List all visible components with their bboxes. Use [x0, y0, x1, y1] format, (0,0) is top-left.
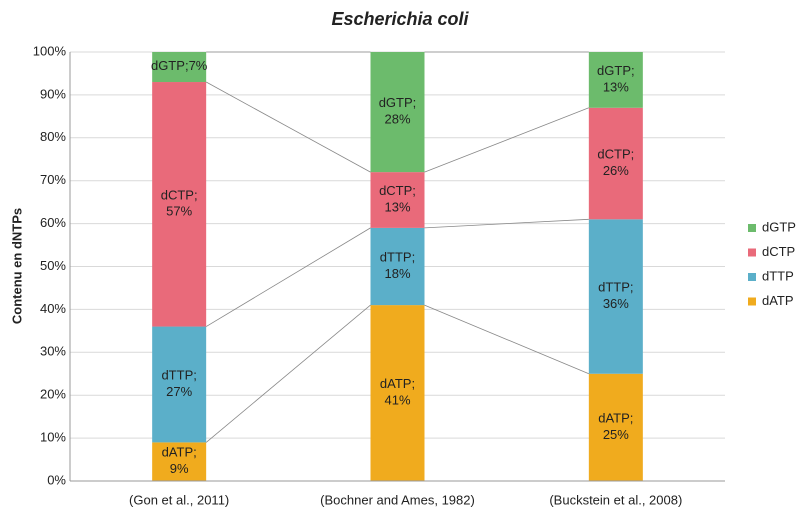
- data-label-sep: ;: [631, 147, 635, 162]
- data-label-sep: ;: [194, 188, 198, 203]
- data-label-name: dTTP: [598, 280, 630, 295]
- data-label-sep: ;: [185, 58, 189, 73]
- y-tick-label: 30%: [40, 344, 66, 359]
- chart-title: Escherichia coli: [331, 9, 469, 29]
- data-label-value: 27%: [166, 384, 192, 399]
- legend-label: dTTP: [762, 268, 794, 283]
- data-label-name: dATP: [598, 411, 630, 426]
- data-label-sep: ;: [412, 183, 416, 198]
- y-tick-label: 90%: [40, 86, 66, 101]
- data-label-value: 9%: [170, 461, 189, 476]
- data-label-name: dATP: [380, 376, 412, 391]
- data-label-name: dTTP: [161, 368, 193, 383]
- data-label-value: 26%: [603, 163, 629, 178]
- x-tick-label: (Gon et al., 2011): [129, 492, 229, 507]
- data-label-value: 36%: [603, 296, 629, 311]
- data-label: dATP;: [162, 445, 197, 460]
- bar-segment: [152, 52, 207, 83]
- legend-swatch: [748, 273, 756, 281]
- legend-swatch: [748, 297, 756, 306]
- data-label-name: dCTP: [379, 183, 412, 198]
- data-label: dATP;: [598, 411, 633, 426]
- bar-segment: [370, 305, 425, 481]
- y-tick-label: 0%: [47, 472, 66, 487]
- data-label-value: 25%: [603, 427, 629, 442]
- data-label: dTTP;: [161, 368, 196, 383]
- series-line: [424, 304, 589, 375]
- data-label-name: dCTP: [597, 147, 630, 162]
- data-label-name: dTTP: [380, 250, 412, 265]
- data-label-value: 28%: [384, 111, 410, 126]
- y-tick-label: 60%: [40, 215, 66, 230]
- data-label: dCTP;: [597, 147, 634, 162]
- bar-segment: [370, 227, 425, 306]
- series-line: [424, 107, 589, 173]
- data-label-sep: ;: [630, 280, 634, 295]
- data-label-sep: ;: [193, 445, 197, 460]
- bar-segment: [370, 172, 425, 228]
- data-label-name: dGTP: [597, 63, 631, 78]
- data-label-name: dATP: [162, 445, 194, 460]
- legend-swatch: [748, 248, 756, 257]
- legend-label: dGTP: [762, 219, 796, 234]
- data-label-sep: ;: [193, 368, 197, 383]
- x-tick-label: (Buckstein et al., 2008): [549, 492, 682, 507]
- y-tick-label: 50%: [40, 258, 66, 273]
- bar-segment: [152, 82, 207, 327]
- data-label-name: dCTP: [161, 188, 194, 203]
- data-label-value: 13%: [384, 199, 410, 214]
- data-label-name: dGTP: [379, 95, 413, 110]
- x-tick-label: (Bochner and Ames, 1982): [320, 492, 475, 507]
- bar-segment: [370, 52, 425, 173]
- data-label-value: 7%: [189, 58, 208, 73]
- legend-swatch: [748, 224, 756, 232]
- data-label-sep: ;: [411, 376, 415, 391]
- data-label-sep: ;: [413, 95, 417, 110]
- y-tick-label: 10%: [40, 430, 66, 445]
- data-label-value: 41%: [384, 392, 410, 407]
- bar-segment: [588, 219, 643, 374]
- bar-segment: [152, 442, 207, 481]
- y-tick-label: 80%: [40, 129, 66, 144]
- legend-label: dATP: [762, 293, 794, 308]
- data-label-sep: ;: [631, 63, 635, 78]
- bar-segment: [588, 373, 643, 481]
- data-label-value: 57%: [166, 204, 192, 219]
- series-line: [205, 304, 371, 443]
- y-axis-title: Contenu en dNTPs: [9, 208, 24, 324]
- bar-segment: [152, 326, 207, 443]
- series-line: [424, 218, 589, 229]
- y-tick-label: 100%: [33, 43, 67, 58]
- y-tick-label: 40%: [40, 301, 66, 316]
- data-label: dGTP;7%: [151, 58, 208, 73]
- bar-segment: [588, 107, 643, 220]
- data-label-sep: ;: [630, 411, 634, 426]
- data-label-name: dGTP: [151, 58, 185, 73]
- data-label: dTTP;: [380, 250, 415, 265]
- y-tick-label: 70%: [40, 172, 66, 187]
- data-label: dTTP;: [598, 280, 633, 295]
- data-label-sep: ;: [412, 250, 416, 265]
- data-label: dATP;: [380, 376, 415, 391]
- data-label: dGTP;: [379, 95, 417, 110]
- data-label: dCTP;: [161, 188, 198, 203]
- legend-label: dCTP: [762, 244, 795, 259]
- data-label: dGTP;: [597, 63, 635, 78]
- series-line: [205, 81, 371, 173]
- data-label: dCTP;: [379, 183, 416, 198]
- y-tick-label: 20%: [40, 387, 66, 402]
- data-label-value: 13%: [603, 79, 629, 94]
- data-label-value: 18%: [384, 266, 410, 281]
- series-line: [205, 227, 371, 327]
- bar-segment: [588, 52, 643, 108]
